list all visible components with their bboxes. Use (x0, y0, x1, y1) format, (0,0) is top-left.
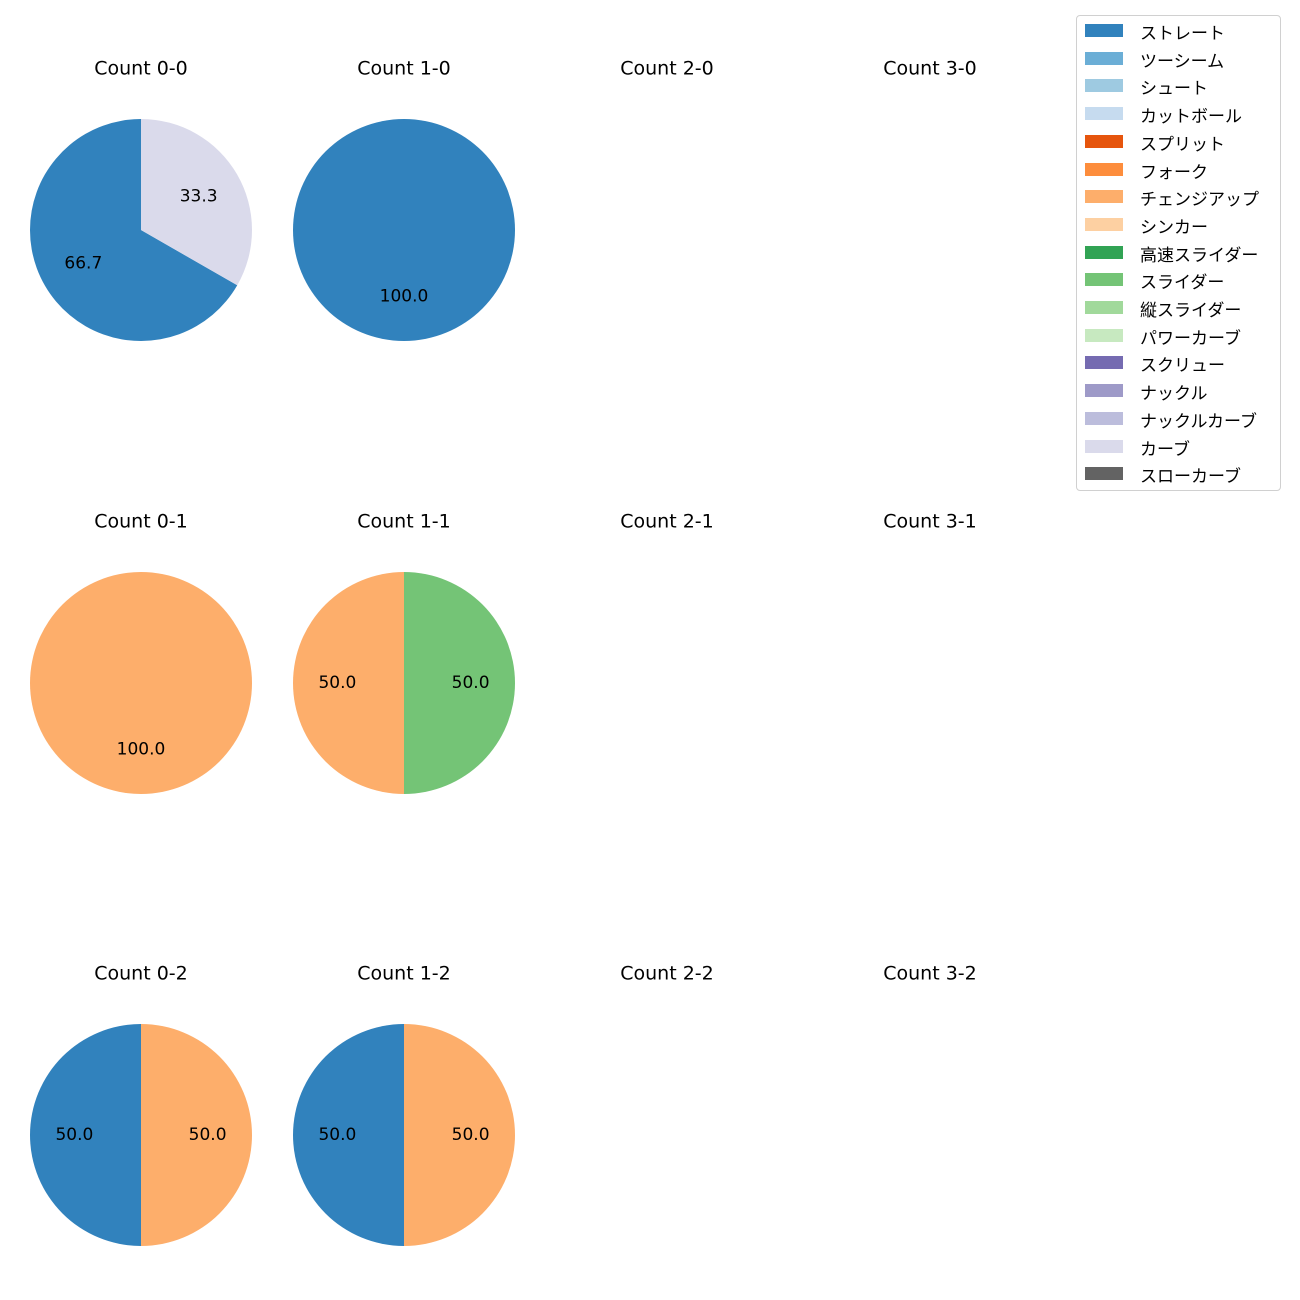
pie-slice (293, 119, 515, 341)
legend-label: スライダー (1140, 273, 1225, 294)
slice-label: 66.7 (64, 253, 102, 273)
panel-title: Count 3-1 (883, 511, 977, 533)
legend-item: ナックル (1077, 378, 1282, 405)
pie-panel: Count 0-0 66.7 33.3 (29, 58, 252, 341)
legend-label: カーブ (1140, 439, 1190, 460)
legend-label: カットボール (1140, 107, 1242, 128)
legend-item: スライダー (1077, 267, 1282, 294)
pie-slice (30, 1024, 141, 1246)
legend-item: 高速スライダー (1077, 240, 1282, 266)
pie-panel: Count 1-0 100.0 (293, 58, 515, 341)
legend-label: スローカーブ (1140, 467, 1241, 488)
legend-swatch (1085, 51, 1123, 65)
legend-swatch (1085, 411, 1123, 425)
panel-title: Count 1-2 (357, 963, 451, 985)
legend-swatch (1085, 273, 1123, 287)
legend-swatch (1085, 467, 1123, 481)
legend-item: シュート (1077, 73, 1282, 100)
legend-item: カットボール (1077, 101, 1282, 128)
legend-item: スクリュー (1077, 350, 1282, 377)
legend-label: 縦スライダー (1140, 301, 1242, 321)
legend-swatch (1085, 107, 1123, 121)
legend-item: カーブ (1077, 434, 1282, 460)
slice-label: 50.0 (318, 1125, 356, 1145)
legend-label: パワーカーブ (1140, 328, 1241, 349)
panel-title: Count 2-2 (620, 963, 714, 985)
legend-swatch (1085, 439, 1123, 453)
panel-title: Count 1-1 (357, 511, 451, 533)
panel-title: Count 0-1 (94, 511, 188, 533)
pie-panel: Count 3-1 (883, 511, 977, 533)
slice-label: 50.0 (452, 1125, 490, 1145)
legend-label: シュート (1140, 79, 1208, 100)
legend-item: ストレート (1077, 18, 1282, 44)
pie-panel: Count 1-1 50.0 50.0 (293, 511, 515, 794)
legend-label: スクリュー (1140, 356, 1225, 377)
pie-panel: Count 2-2 (620, 963, 714, 985)
legend-item: シンカー (1077, 212, 1282, 238)
legend-label: スプリット (1140, 134, 1225, 155)
legend-item: パワーカーブ (1077, 323, 1282, 349)
panel-title: Count 2-1 (620, 511, 714, 533)
slice-label: 33.3 (180, 187, 218, 207)
legend-item: フォーク (1077, 157, 1282, 183)
legend-item: チェンジアップ (1077, 184, 1282, 211)
legend-swatch (1085, 384, 1123, 398)
legend-swatch (1085, 217, 1123, 231)
panel-title: Count 2-0 (620, 58, 714, 80)
pie-slice (29, 119, 238, 341)
legend-swatch (1085, 328, 1123, 342)
legend-swatch (1085, 356, 1123, 370)
legend-swatch (1085, 24, 1123, 37)
legend-swatch (1085, 79, 1123, 93)
legend-swatch (1085, 301, 1123, 314)
legend-label: ストレート (1140, 24, 1225, 44)
panel-title: Count 1-0 (357, 58, 451, 80)
pie-slice (404, 1024, 515, 1246)
legend-item: 縦スライダー (1077, 295, 1282, 321)
panel-title: Count 0-0 (94, 58, 188, 80)
legend-swatch (1085, 190, 1123, 204)
pie-slice (141, 119, 252, 286)
pie-slice (293, 572, 404, 794)
slice-label: 50.0 (318, 673, 356, 693)
slice-label: 100.0 (117, 740, 166, 760)
legend-label: チェンジアップ (1140, 190, 1259, 211)
slice-label: 50.0 (189, 1125, 227, 1145)
pie-panel: Count 2-1 (620, 511, 714, 533)
pie-panel: Count 1-2 50.0 50.0 (293, 963, 515, 1246)
legend-label: 高速スライダー (1140, 245, 1259, 266)
legend-label: ツーシーム (1140, 51, 1225, 72)
legend-swatch (1085, 162, 1123, 176)
legend-item: ナックルカーブ (1077, 406, 1282, 432)
panel-title: Count 0-2 (94, 963, 188, 985)
slice-label: 100.0 (380, 287, 429, 307)
legend-label: ナックルカーブ (1140, 411, 1257, 432)
legend-swatch (1085, 245, 1123, 259)
pie-panel: Count 3-2 (883, 963, 977, 985)
pie-slice (30, 572, 252, 794)
pie-slice (404, 572, 515, 794)
legend-item: スプリット (1077, 129, 1282, 155)
slice-label: 50.0 (55, 1125, 93, 1145)
pie-slice (293, 1024, 404, 1246)
pie-panel: Count 3-0 (883, 58, 977, 80)
pie-slice (141, 1024, 252, 1246)
legend-label: フォーク (1140, 162, 1208, 183)
pie-panel: Count 0-2 50.0 50.0 (30, 963, 252, 1246)
legend-item: スローカーブ (1077, 461, 1282, 488)
legend-label: シンカー (1140, 217, 1208, 238)
legend-swatch (1085, 134, 1123, 148)
panel-title: Count 3-0 (883, 58, 977, 80)
legend: ストレートツーシームシュートカットボール スプリットフォークチェンジアップ シンカー… (1076, 15, 1281, 491)
legend-label: ナックル (1140, 384, 1208, 405)
slice-label: 50.0 (452, 673, 490, 693)
pie-panel: Count 2-0 (620, 58, 714, 80)
panel-title: Count 3-2 (883, 963, 977, 985)
legend-item: ツーシーム (1077, 46, 1282, 72)
pie-panel: Count 0-1 100.0 (30, 511, 252, 794)
